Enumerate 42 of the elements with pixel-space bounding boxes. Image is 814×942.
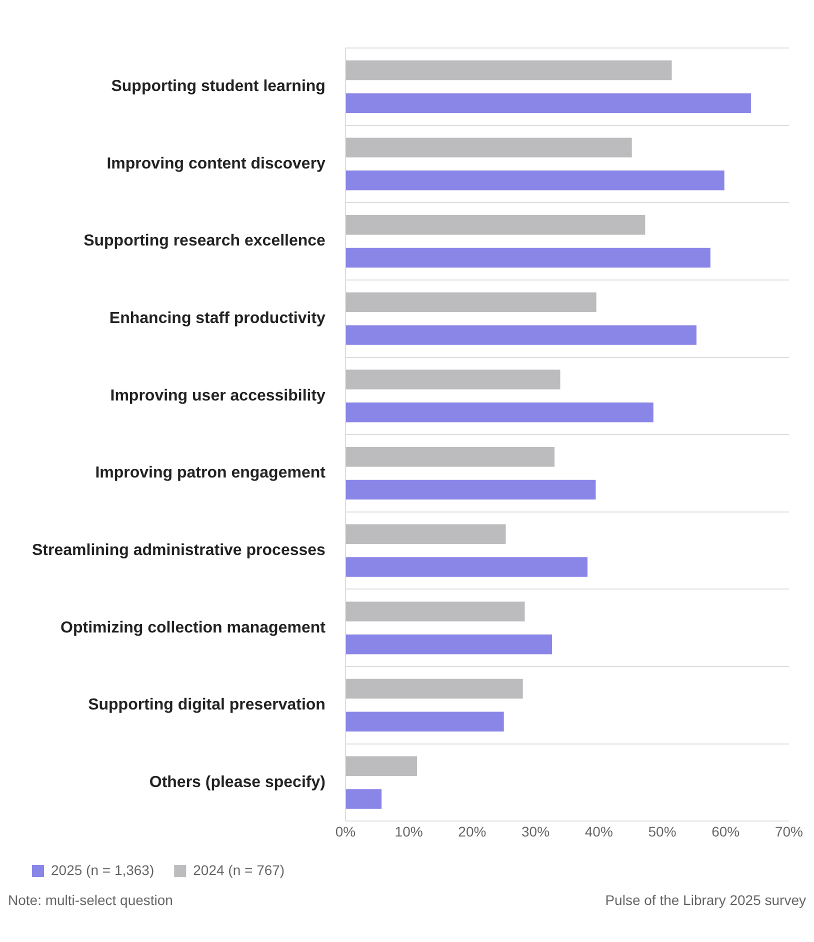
bar bbox=[346, 248, 710, 268]
bar bbox=[346, 756, 418, 776]
bar bbox=[346, 712, 504, 732]
x-tick-label: 70% bbox=[774, 823, 804, 840]
bar bbox=[346, 138, 632, 158]
y-tick-label: Streamlining administrative processes bbox=[32, 542, 326, 559]
bar bbox=[346, 524, 506, 544]
x-tick-label: 0% bbox=[335, 823, 356, 840]
x-tick-label: 60% bbox=[712, 823, 740, 840]
bar bbox=[346, 446, 555, 467]
bar bbox=[346, 60, 672, 80]
bar bbox=[346, 170, 724, 190]
bar bbox=[346, 678, 523, 699]
bar bbox=[346, 634, 552, 654]
x-tick-label: 40% bbox=[584, 823, 613, 840]
bar bbox=[346, 325, 696, 345]
bar bbox=[346, 93, 751, 113]
bar bbox=[346, 557, 588, 577]
y-tick-label: Improving patron engagement bbox=[95, 464, 326, 482]
bar bbox=[346, 789, 382, 809]
bar bbox=[346, 402, 654, 422]
x-tick-label: 10% bbox=[394, 823, 423, 840]
y-tick-label: Supporting student learning bbox=[111, 78, 326, 96]
y-tick-label: Supporting digital preservation bbox=[88, 696, 326, 714]
x-tick-label: 50% bbox=[648, 823, 676, 840]
bar bbox=[346, 480, 596, 500]
y-tick-label: Enhancing staff productivity bbox=[109, 310, 326, 328]
text: Pulse of the Library 2025 survey bbox=[605, 892, 806, 908]
y-tick-label: Optimizing collection management bbox=[60, 619, 326, 636]
y-tick-label: Improving content discovery bbox=[106, 155, 326, 172]
bar bbox=[346, 215, 646, 235]
x-tick-label: 30% bbox=[522, 823, 550, 840]
bar bbox=[346, 602, 525, 622]
legend-label: 2025 (n = 1,363) bbox=[51, 862, 154, 878]
y-tick-label: Supporting research excellence bbox=[84, 232, 326, 250]
x-tick-label: 20% bbox=[458, 823, 486, 840]
text: Note: multi-select question bbox=[8, 892, 173, 908]
legend-label: 2024 (n = 767) bbox=[193, 862, 285, 878]
bar bbox=[346, 292, 596, 312]
y-tick-label: Others (please specify) bbox=[149, 774, 326, 791]
bar bbox=[346, 370, 560, 390]
y-tick-label: Improving user accessibility bbox=[110, 387, 326, 404]
